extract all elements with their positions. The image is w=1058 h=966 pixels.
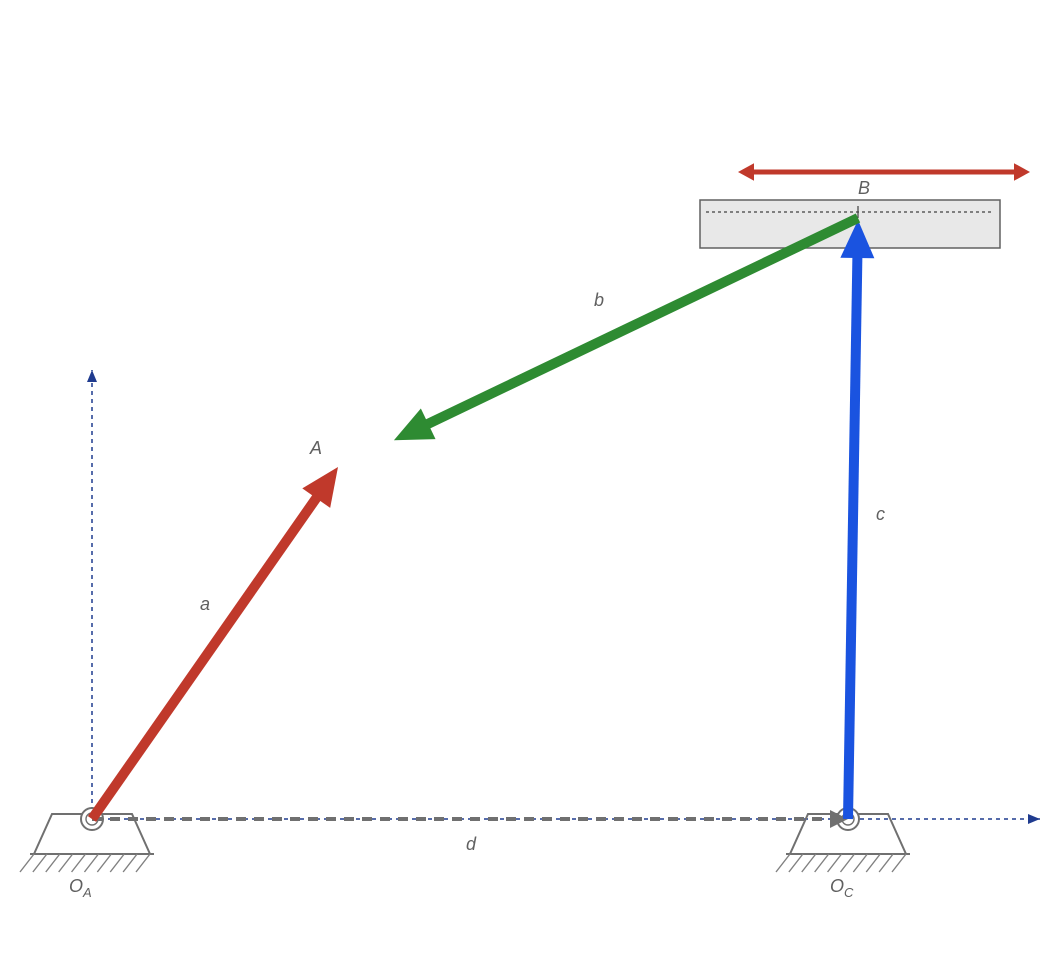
label-a: a [200, 594, 210, 614]
link-a [92, 484, 326, 819]
ground-hatch [840, 854, 854, 872]
ground-hatch [84, 854, 98, 872]
arrowhead [1028, 814, 1040, 824]
label-OA: OA [69, 876, 92, 900]
ground-hatch [20, 854, 34, 872]
arrowhead [1014, 163, 1030, 181]
label-d: d [466, 834, 477, 854]
ground-hatch [123, 854, 137, 872]
ground-hatch [866, 854, 880, 872]
ground-hatch [72, 854, 86, 872]
ground-hatch [33, 854, 47, 872]
ground-hatch [110, 854, 124, 872]
ground-hatch [802, 854, 816, 872]
ground-hatch [879, 854, 893, 872]
ground-hatch [97, 854, 111, 872]
label-OC: OC [830, 876, 854, 900]
label-b: b [594, 290, 604, 310]
ground-hatch [59, 854, 73, 872]
label-A: A [309, 438, 322, 458]
ground-hatch [136, 854, 150, 872]
arrowhead [738, 163, 754, 181]
ground-hatch [828, 854, 842, 872]
arrowhead [87, 370, 97, 382]
link-b [413, 218, 858, 431]
label-c: c [876, 504, 885, 524]
link-c [848, 241, 858, 819]
ground-hatch [892, 854, 906, 872]
ground-hatch [46, 854, 60, 872]
ground-hatch [815, 854, 829, 872]
ground-hatch [789, 854, 803, 872]
label-B: B [858, 178, 870, 198]
ground-hatch [776, 854, 790, 872]
ground-hatch [853, 854, 867, 872]
mechanism-diagram: OA OC A Ba b c d [0, 0, 1058, 966]
